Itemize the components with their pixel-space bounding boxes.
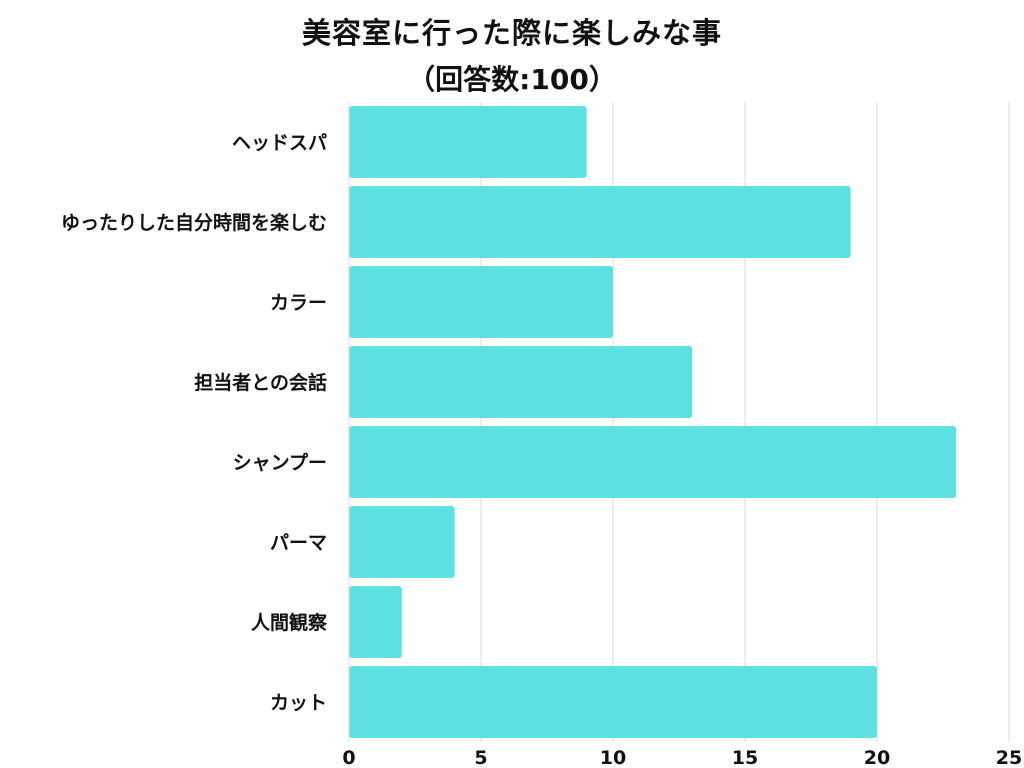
x-tick-label: 20 xyxy=(864,747,890,768)
category-label: ゆったりした自分時間を楽しむ xyxy=(61,211,327,234)
x-tick-label: 15 xyxy=(732,747,758,768)
bar xyxy=(349,666,877,738)
x-tick-label: 10 xyxy=(600,747,626,768)
x-tick-label: 25 xyxy=(996,747,1022,768)
bar xyxy=(349,186,851,258)
x-tick-label: 5 xyxy=(474,747,487,768)
category-label: カラー xyxy=(270,292,327,314)
chart-subtitle: （回答数:100） xyxy=(407,63,617,96)
category-label: シャンプー xyxy=(233,451,327,474)
bar xyxy=(349,586,402,658)
bar xyxy=(349,106,587,178)
category-label: ヘッドスパ xyxy=(232,132,327,154)
bar xyxy=(349,266,613,338)
x-tick-label: 0 xyxy=(342,747,355,768)
category-label: 人間観察 xyxy=(251,611,328,634)
category-label: パーマ xyxy=(270,532,327,554)
category-label: カット xyxy=(270,692,327,714)
chart-title: 美容室に行った際に楽しみな事 xyxy=(301,16,722,50)
bar xyxy=(349,346,693,418)
bar xyxy=(349,506,455,578)
category-label: 担当者との会話 xyxy=(194,371,327,394)
bar xyxy=(349,426,957,498)
